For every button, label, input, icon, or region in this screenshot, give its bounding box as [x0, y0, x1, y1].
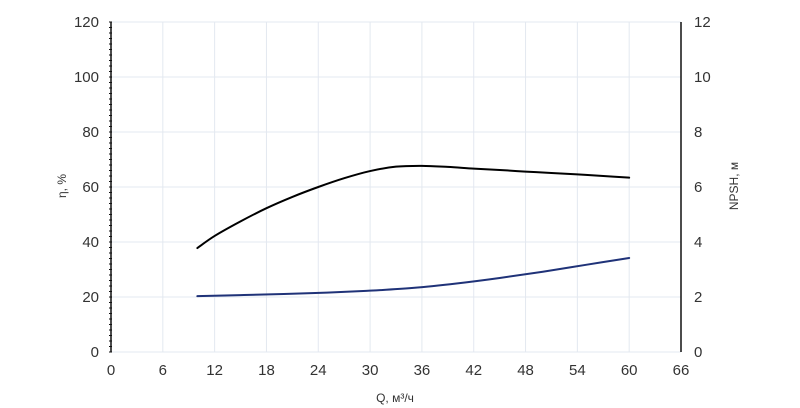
- left-axis-minor-ticks: [109, 21, 112, 353]
- right-tick-label: 0: [694, 344, 702, 361]
- left-axis-title: η, %: [55, 174, 69, 198]
- left-tick-label: 40: [82, 234, 99, 251]
- right-tick-label: 2: [694, 289, 702, 306]
- efficiency-series-line: [196, 164, 631, 250]
- right-tick-label: 4: [694, 234, 702, 251]
- x-tick-label: 42: [465, 362, 482, 379]
- npsh-series-line: [196, 256, 631, 298]
- left-tick-label: 60: [82, 179, 99, 196]
- x-tick-label: 60: [621, 362, 638, 379]
- x-tick-label: 6: [159, 362, 167, 379]
- x-tick-label: 0: [107, 362, 115, 379]
- x-tick-label: 24: [310, 362, 327, 379]
- right-axis-tick-labels: 0 2 4 6 8 10 12: [694, 14, 711, 361]
- grid-lines: [110, 21, 682, 353]
- left-tick-label: 20: [82, 289, 99, 306]
- right-tick-label: 8: [694, 124, 702, 141]
- x-axis-title: Q, м³/ч: [376, 391, 414, 405]
- right-tick-label: 12: [694, 14, 711, 31]
- x-tick-label: 18: [258, 362, 275, 379]
- x-tick-label: 48: [517, 362, 534, 379]
- x-tick-label: 12: [206, 362, 223, 379]
- x-axis-tick-labels: 0 6 12 18 24 30 36 42 48 54 60 66: [107, 362, 690, 379]
- left-tick-label: 120: [74, 14, 99, 31]
- right-tick-label: 6: [694, 179, 702, 196]
- x-tick-label: 30: [362, 362, 379, 379]
- x-tick-label: 54: [569, 362, 586, 379]
- right-tick-label: 10: [694, 69, 711, 86]
- x-tick-label: 36: [414, 362, 431, 379]
- left-tick-label: 80: [82, 124, 99, 141]
- right-axis-title: NPSH, м: [727, 162, 741, 210]
- x-tick-label: 66: [673, 362, 690, 379]
- left-tick-label: 0: [91, 344, 99, 361]
- left-axis-tick-labels: 0 20 40 60 80 100 120: [74, 14, 99, 361]
- series-lines: [196, 164, 631, 298]
- left-tick-label: 100: [74, 69, 99, 86]
